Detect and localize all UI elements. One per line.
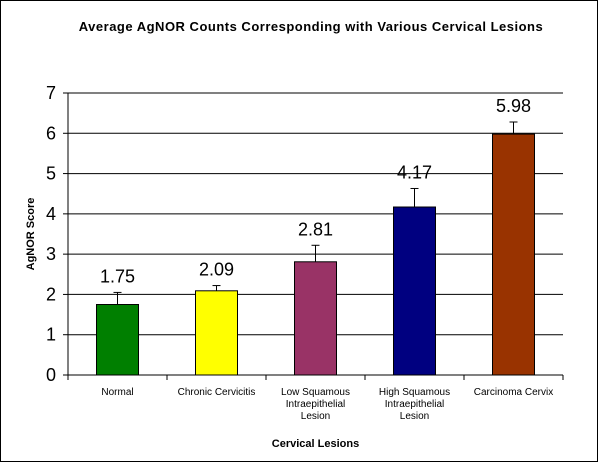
value-label: 5.98 [496,96,531,116]
bar [96,304,139,376]
x-category-label: High Squamous Intraepithelial Lesion [379,387,450,422]
bar [492,133,535,376]
x-category-label-line: Low Squamous [281,387,350,398]
y-tick-label: 2 [46,284,56,304]
value-labels: 1.75 2.09 2.81 4.17 5.98 [100,96,531,286]
bar [195,290,238,376]
x-category-label-line: Lesion [301,411,330,422]
gridlines [68,92,563,336]
y-tick-label: 0 [46,365,56,385]
bar [294,261,337,376]
error-bars [113,121,518,305]
bar [393,206,436,376]
x-category-label-line: Intraepithelial [286,399,345,410]
value-label: 2.09 [199,260,234,280]
value-label: 2.81 [298,219,333,239]
x-axis-title: Cervical Lesions [272,438,359,450]
x-category-label-line: Carcinoma Cervix [474,387,553,398]
x-category-label-line: Normal [101,387,133,398]
x-category-label: Carcinoma Cervix [474,387,553,398]
y-axis-ticks: 0 1 2 3 4 5 6 7 [46,83,68,385]
y-tick-label: 4 [46,204,56,224]
bars [96,133,535,376]
chart-title: Average AgNOR Counts Corresponding with … [78,19,544,34]
x-category-label: Normal [101,387,133,398]
x-category-label: Chronic Cervicitis [178,387,256,398]
x-category-label-line: Lesion [400,411,429,422]
y-axis-title: AgNOR Score [25,198,37,271]
y-tick-label: 5 [46,164,56,184]
x-category-label: Low Squamous Intraepithelial Lesion [281,387,350,422]
x-category-label-line: Chronic Cervicitis [178,387,256,398]
x-category-label-line: High Squamous [379,387,450,398]
y-tick-label: 1 [46,325,56,345]
x-axis-categories: Normal Chronic Cervicitis Low Squamous Intr… [67,375,564,422]
value-label: 4.17 [397,162,432,182]
x-category-label-line: Intraepithelial [385,399,444,410]
value-label: 1.75 [100,266,135,286]
y-tick-label: 7 [46,83,56,103]
y-tick-label: 6 [46,123,56,143]
y-tick-label: 3 [46,244,56,264]
